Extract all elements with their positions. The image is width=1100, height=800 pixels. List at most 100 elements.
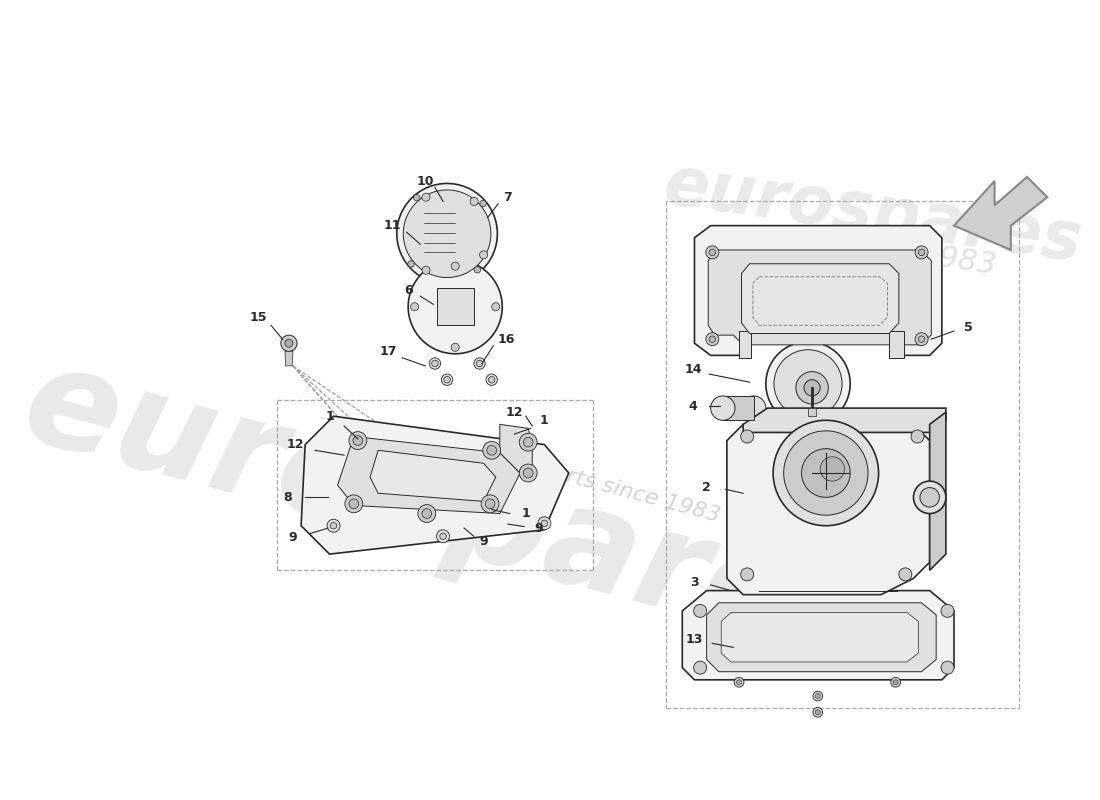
Polygon shape — [694, 226, 942, 355]
Text: eurospares: eurospares — [660, 151, 1086, 275]
Polygon shape — [744, 408, 946, 433]
Circle shape — [422, 509, 431, 518]
Circle shape — [429, 358, 441, 369]
Circle shape — [706, 246, 718, 259]
Polygon shape — [954, 177, 1047, 250]
Text: 2: 2 — [702, 481, 711, 494]
Circle shape — [795, 372, 828, 404]
Circle shape — [773, 420, 879, 526]
Polygon shape — [706, 602, 936, 672]
Text: 11: 11 — [384, 219, 402, 232]
Circle shape — [519, 434, 537, 451]
Circle shape — [710, 336, 716, 342]
Circle shape — [418, 505, 436, 522]
Text: 17: 17 — [379, 345, 397, 358]
Text: eurospares: eurospares — [10, 334, 893, 692]
Circle shape — [285, 339, 293, 347]
Circle shape — [774, 350, 843, 418]
Text: 12: 12 — [506, 406, 524, 418]
Text: 1: 1 — [540, 414, 549, 426]
Circle shape — [524, 468, 534, 478]
Circle shape — [538, 517, 551, 530]
Circle shape — [481, 495, 499, 513]
Circle shape — [404, 190, 491, 278]
Circle shape — [783, 431, 868, 515]
Circle shape — [451, 262, 460, 270]
Circle shape — [804, 380, 821, 396]
Polygon shape — [739, 331, 751, 358]
Circle shape — [474, 266, 481, 273]
Circle shape — [470, 198, 478, 206]
Text: 15: 15 — [250, 310, 267, 324]
Circle shape — [740, 568, 754, 581]
Circle shape — [915, 333, 928, 346]
Circle shape — [327, 519, 340, 532]
Polygon shape — [338, 437, 520, 514]
Polygon shape — [722, 613, 918, 662]
Text: 12: 12 — [287, 438, 305, 451]
Circle shape — [397, 183, 497, 284]
Circle shape — [911, 430, 924, 443]
Circle shape — [441, 374, 453, 386]
Circle shape — [920, 487, 939, 507]
Polygon shape — [499, 424, 532, 473]
Circle shape — [524, 438, 534, 447]
Circle shape — [741, 396, 766, 420]
Circle shape — [410, 302, 419, 310]
Circle shape — [487, 446, 496, 455]
Circle shape — [541, 520, 548, 526]
Circle shape — [422, 266, 430, 274]
Circle shape — [408, 261, 415, 267]
Text: 14: 14 — [684, 362, 702, 376]
Text: 9: 9 — [535, 522, 543, 534]
Text: 4: 4 — [689, 400, 697, 413]
Polygon shape — [370, 450, 496, 502]
Circle shape — [408, 260, 503, 354]
Polygon shape — [437, 288, 474, 326]
Polygon shape — [727, 424, 930, 594]
Circle shape — [815, 694, 821, 698]
Circle shape — [711, 396, 735, 420]
Text: 1: 1 — [326, 410, 334, 422]
Circle shape — [940, 604, 954, 618]
Circle shape — [891, 678, 901, 687]
Circle shape — [440, 533, 447, 539]
Circle shape — [706, 333, 718, 346]
Text: 9: 9 — [288, 531, 297, 544]
Circle shape — [480, 250, 487, 259]
Polygon shape — [682, 590, 954, 680]
Circle shape — [280, 335, 297, 351]
Polygon shape — [301, 416, 569, 554]
Circle shape — [443, 377, 450, 383]
Circle shape — [414, 194, 420, 201]
Polygon shape — [808, 408, 816, 416]
Circle shape — [519, 464, 537, 482]
Circle shape — [694, 661, 706, 674]
Circle shape — [349, 499, 359, 509]
Polygon shape — [889, 331, 904, 358]
Text: 9: 9 — [480, 535, 488, 549]
Circle shape — [694, 604, 706, 618]
Circle shape — [766, 342, 850, 426]
Text: 8: 8 — [283, 491, 292, 504]
Circle shape — [474, 358, 485, 369]
Circle shape — [349, 432, 366, 450]
Circle shape — [422, 193, 430, 202]
Circle shape — [918, 249, 925, 256]
Circle shape — [915, 246, 928, 259]
Circle shape — [476, 360, 483, 366]
Circle shape — [815, 710, 821, 714]
Text: 13: 13 — [685, 633, 703, 646]
Circle shape — [821, 457, 845, 481]
Polygon shape — [708, 250, 932, 345]
Circle shape — [330, 522, 337, 529]
Circle shape — [483, 442, 500, 459]
Circle shape — [737, 680, 741, 685]
Text: 6: 6 — [405, 284, 414, 297]
Polygon shape — [723, 396, 754, 420]
Circle shape — [813, 707, 823, 717]
Text: 1: 1 — [521, 507, 530, 520]
Polygon shape — [285, 351, 293, 366]
Circle shape — [431, 360, 438, 366]
Circle shape — [492, 302, 499, 310]
